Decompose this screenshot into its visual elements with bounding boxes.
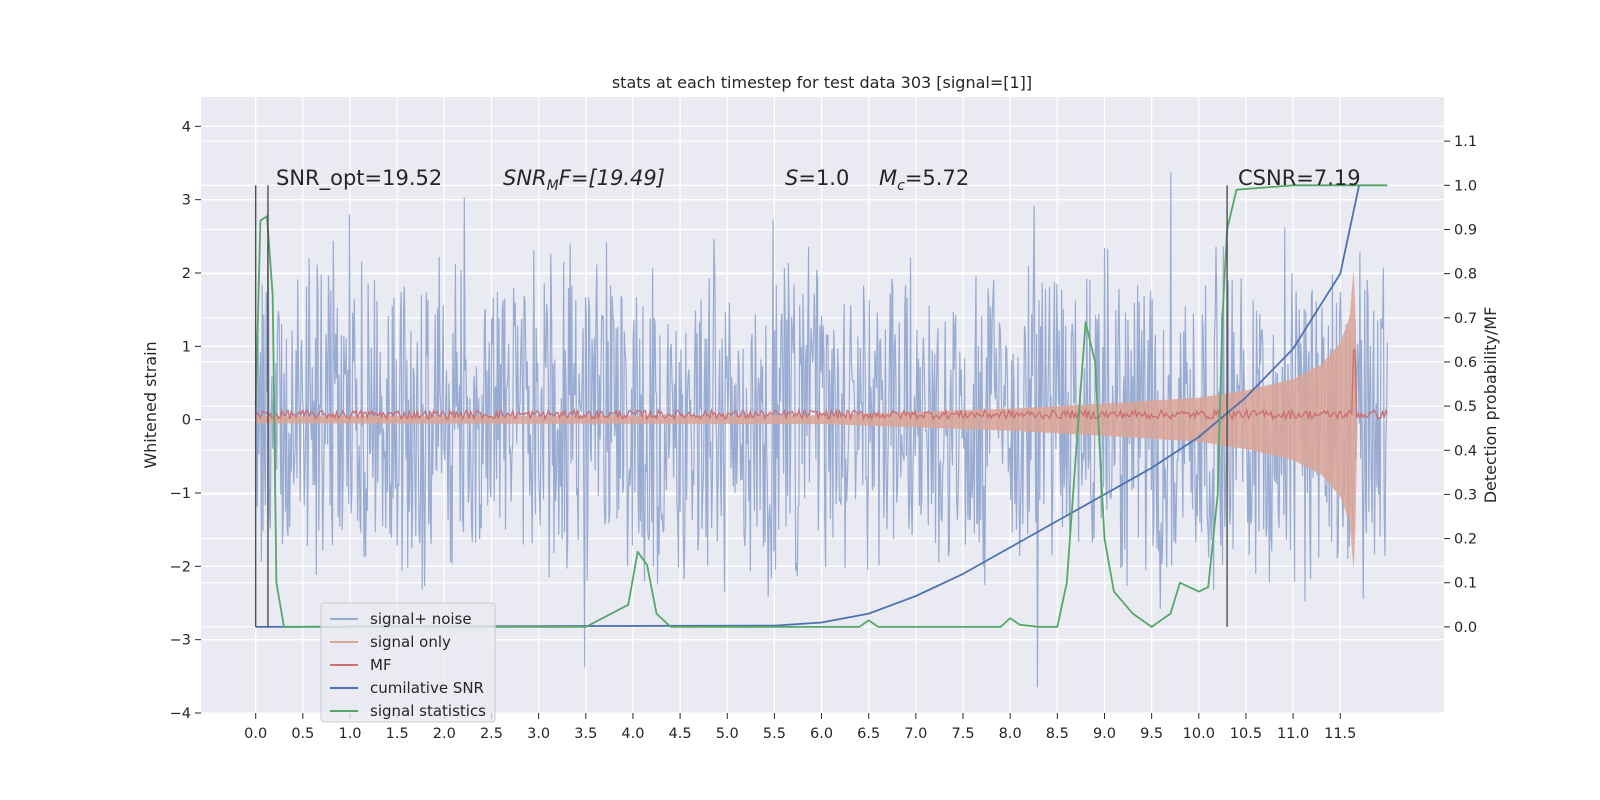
y2-tick-label: 0.9 bbox=[1454, 222, 1477, 238]
y2-tick-label: 0.3 bbox=[1454, 487, 1477, 503]
annotation-s: S=1.0 bbox=[785, 166, 849, 190]
y-tick-label: 1 bbox=[182, 339, 191, 355]
x-tick-label: 0.0 bbox=[244, 726, 267, 742]
legend: signal+ noise signal only MF cumilative SNR… bbox=[320, 602, 496, 723]
y2-tick-label: 0.2 bbox=[1454, 532, 1477, 548]
y-tick-label: 0 bbox=[182, 413, 191, 429]
series-cumulative-snr-line bbox=[255, 185, 1360, 628]
annotation-mc-base: M bbox=[879, 166, 897, 190]
x-tick-label: 10.5 bbox=[1230, 726, 1262, 742]
annotation-mc-value: =5.72 bbox=[905, 166, 969, 190]
annotation-snr-mf-sub: M bbox=[547, 178, 559, 194]
annotation-s-value: =1.0 bbox=[798, 166, 849, 190]
y-tick-label: 4 bbox=[182, 119, 191, 135]
x-tick-label: 6.5 bbox=[857, 726, 880, 742]
y2-tick-label: 1.1 bbox=[1454, 134, 1477, 150]
y2-axis-label: Detection probability/MF bbox=[1481, 307, 1500, 504]
x-tick-label: 4.5 bbox=[669, 726, 692, 742]
y2-tick-label: 1.0 bbox=[1454, 178, 1477, 194]
legend-label: MF bbox=[370, 656, 392, 674]
y-tick-label: 2 bbox=[182, 266, 191, 282]
y2-tick-label: 0.8 bbox=[1454, 267, 1477, 283]
x-tick-label: 5.0 bbox=[716, 726, 739, 742]
y-tick-label: −2 bbox=[170, 559, 191, 575]
y-tick-label: −4 bbox=[170, 706, 191, 722]
x-tick-label: 0.5 bbox=[291, 726, 314, 742]
y2-tick-label: 0.6 bbox=[1454, 355, 1477, 371]
x-tick-label: 7.5 bbox=[951, 726, 974, 742]
chart-title: stats at each timestep for test data 303… bbox=[612, 73, 1032, 92]
x-tick-label: 2.5 bbox=[480, 726, 503, 742]
y2-tick-label: 0.5 bbox=[1454, 399, 1477, 415]
y2-tick-label: 0.4 bbox=[1454, 443, 1477, 459]
series-signal-only-area bbox=[255, 268, 1358, 571]
x-tick-label: 2.0 bbox=[433, 726, 456, 742]
y2-tick-label: 0.7 bbox=[1454, 311, 1477, 327]
x-tick-label: 9.5 bbox=[1140, 726, 1163, 742]
x-tick-label: 1.0 bbox=[338, 726, 361, 742]
annotation-csnr: CSNR=7.19 bbox=[1238, 166, 1361, 190]
legend-label: signal only bbox=[370, 633, 451, 651]
legend-label: signal statistics bbox=[370, 702, 486, 720]
x-tick-label: 1.5 bbox=[386, 726, 409, 742]
x-tick-label: 6.0 bbox=[810, 726, 833, 742]
legend-label: signal+ noise bbox=[370, 610, 472, 628]
annotation-s-base: S bbox=[785, 166, 798, 190]
legend-frame bbox=[320, 602, 496, 723]
y2-tick-label: 0.1 bbox=[1454, 576, 1477, 592]
annotation-snr-mf: SNRMF=[19.49] bbox=[503, 166, 665, 194]
x-tick-label: 9.0 bbox=[1093, 726, 1116, 742]
series-mf-line bbox=[255, 349, 1388, 422]
x-tick-label: 8.5 bbox=[1046, 726, 1069, 742]
annotation-mc: Mc=5.72 bbox=[879, 166, 969, 194]
annotation-mc-sub: c bbox=[897, 178, 905, 194]
x-tick-label: 3.5 bbox=[574, 726, 597, 742]
y-tick-label: −1 bbox=[170, 486, 191, 502]
x-tick-label: 5.5 bbox=[763, 726, 786, 742]
y2-tick-label: 0.0 bbox=[1454, 620, 1477, 636]
annotation-snr-mf-rest: F=[19.49] bbox=[559, 166, 665, 190]
x-tick-label: 3.0 bbox=[527, 726, 550, 742]
legend-label: cumilative SNR bbox=[370, 679, 484, 697]
x-tick-label: 11.5 bbox=[1324, 726, 1356, 742]
series-signal-statistics-line bbox=[254, 184, 1388, 628]
annotation-snr-mf-base: SNR bbox=[503, 166, 547, 190]
x-tick-label: 11.0 bbox=[1277, 726, 1309, 742]
x-tick-label: 4.0 bbox=[621, 726, 644, 742]
x-tick-label: 10.0 bbox=[1183, 726, 1215, 742]
y-axis-label: Whitened strain bbox=[141, 341, 160, 468]
y-tick-label: −3 bbox=[170, 633, 191, 649]
y-tick-label: 3 bbox=[182, 193, 191, 209]
annotation-snr-opt: SNR_opt=19.52 bbox=[276, 166, 442, 191]
x-tick-label: 7.0 bbox=[904, 726, 927, 742]
x-tick-label: 8.0 bbox=[999, 726, 1022, 742]
